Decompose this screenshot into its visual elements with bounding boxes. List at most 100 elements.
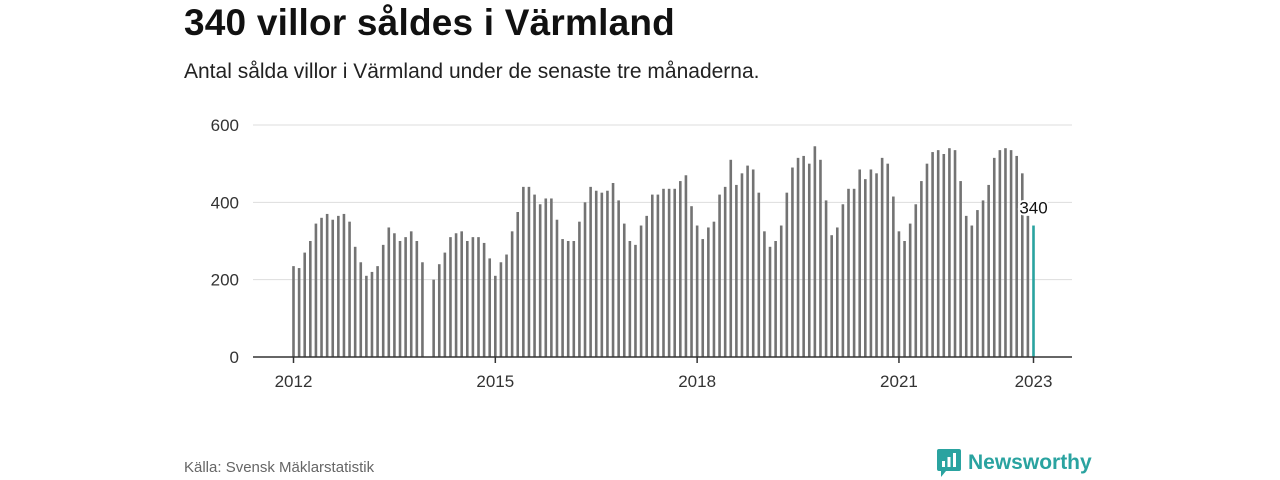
bar (297, 268, 301, 357)
bar (819, 159, 822, 357)
bar (735, 184, 738, 357)
bar-chart: 0 200 400 600 2012 2015 2018 2021 2023 340 (211, 116, 1072, 391)
bar (802, 155, 805, 357)
x-tick-label: 2018 (678, 372, 716, 391)
bar (482, 242, 486, 357)
bar (992, 157, 996, 357)
bar (970, 225, 974, 357)
bar (437, 264, 441, 357)
bar (796, 157, 800, 357)
bar (365, 275, 368, 357)
x-tick-label: 2012 (275, 372, 313, 391)
bar (325, 213, 329, 357)
bar (987, 184, 990, 357)
bar (779, 225, 783, 357)
bar (903, 241, 906, 357)
bar (897, 231, 901, 357)
bar (583, 202, 587, 357)
bar (880, 157, 884, 357)
bar (746, 165, 749, 357)
bar (572, 241, 576, 357)
bar (807, 163, 811, 357)
bar (864, 179, 867, 357)
bar (387, 227, 391, 357)
bar (370, 271, 374, 357)
bar (409, 231, 413, 357)
y-tick-label: 0 (230, 348, 239, 367)
bar (600, 192, 604, 357)
bar (353, 246, 357, 357)
bar (292, 266, 295, 357)
y-tick-label: 600 (211, 116, 239, 135)
bar (695, 225, 699, 357)
page-title: 340 villor såldes i Värmland (184, 2, 675, 43)
bar (684, 175, 688, 357)
bar (505, 254, 508, 357)
bar (578, 221, 581, 357)
bar (415, 241, 419, 357)
bar (561, 239, 564, 357)
bar (869, 169, 873, 357)
bar (527, 186, 531, 357)
bar (303, 252, 307, 357)
bar (320, 217, 323, 357)
bar (835, 227, 839, 357)
y-tick-label: 200 (211, 271, 239, 290)
bar (449, 237, 452, 357)
bar (690, 206, 693, 357)
bar (628, 241, 632, 357)
bar (622, 223, 626, 357)
bar (348, 221, 351, 357)
bar (953, 150, 957, 357)
bar (398, 241, 402, 357)
bar (785, 192, 789, 357)
bar (1009, 150, 1013, 357)
bar (393, 233, 396, 357)
bar (381, 244, 385, 357)
bar (847, 188, 850, 357)
bar (673, 188, 677, 357)
bar (522, 186, 525, 357)
bar (768, 246, 772, 357)
bar (555, 219, 559, 357)
bar (634, 244, 637, 357)
bar (1026, 215, 1030, 357)
bar (931, 152, 934, 357)
highlight-bar (1032, 225, 1035, 357)
bar (544, 198, 548, 357)
bar (314, 223, 318, 357)
bar (763, 231, 766, 357)
bar (964, 215, 968, 357)
bar (841, 204, 845, 357)
bar (494, 275, 497, 357)
x-tick-label: 2023 (1015, 372, 1053, 391)
bar (488, 258, 492, 357)
bar (920, 181, 923, 357)
page-subtitle: Antal sålda villor i Värmland under de s… (184, 60, 760, 83)
bar (550, 198, 553, 357)
bar (976, 210, 979, 357)
x-tick-label: 2021 (880, 372, 918, 391)
data-label: 340 (1019, 199, 1047, 218)
bar (718, 194, 721, 357)
bar (617, 200, 620, 357)
bar (606, 190, 609, 357)
bar (443, 252, 447, 357)
bar (679, 181, 682, 357)
bar (723, 186, 727, 357)
bar (471, 237, 475, 357)
bar (639, 225, 643, 357)
bar (712, 221, 716, 357)
bar (875, 173, 878, 357)
bar (662, 188, 665, 357)
bar (533, 194, 536, 357)
bar (858, 169, 862, 357)
bar (942, 154, 946, 357)
bar (331, 219, 335, 357)
bar (656, 194, 660, 357)
bar (650, 194, 654, 357)
bar (914, 204, 918, 357)
bar (729, 159, 733, 357)
bar (701, 239, 705, 357)
bar (510, 231, 514, 357)
